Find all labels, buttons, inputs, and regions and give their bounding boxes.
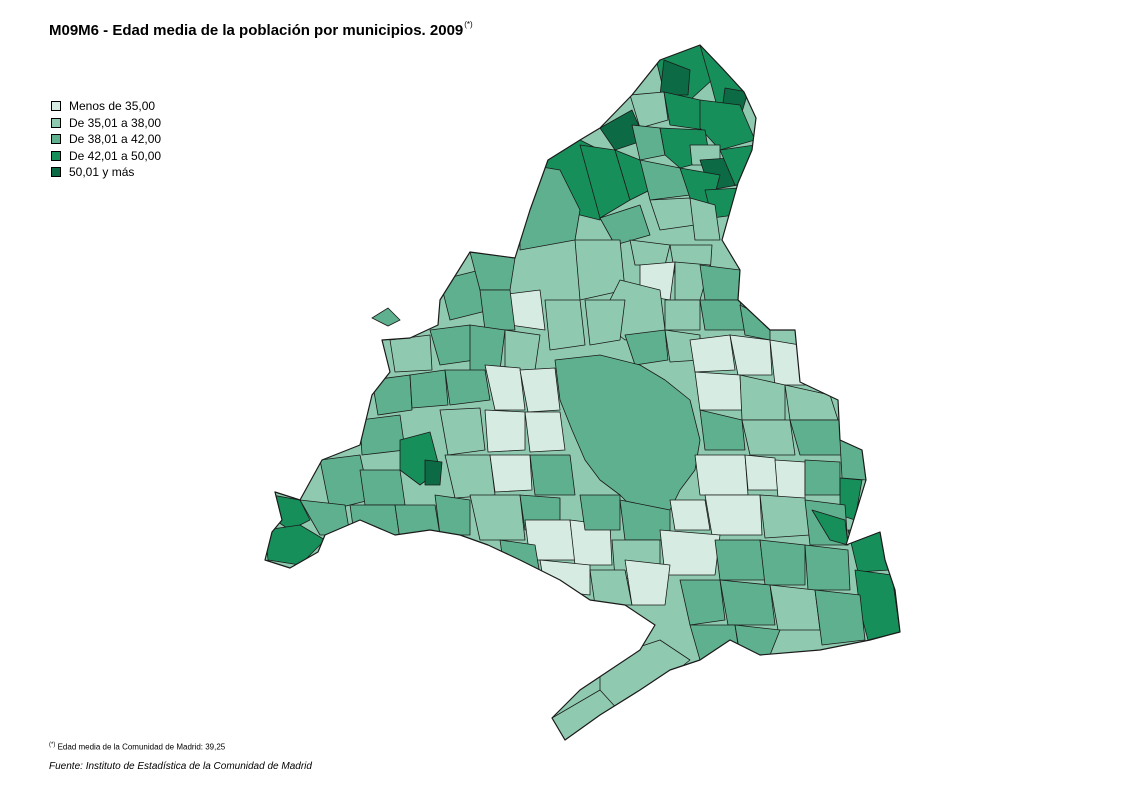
source-note: Fuente: Instituto de Estadística de la C… <box>49 761 312 772</box>
municipality-se-7 <box>719 579 776 626</box>
legend-item-4: De 42,01 a 50,00 <box>51 148 161 165</box>
municipality-sw-7 <box>469 494 526 541</box>
municipality-se-6 <box>679 579 726 626</box>
municipality-sw-6 <box>434 494 471 536</box>
region-outline <box>264 44 901 741</box>
municipality-sc-4 <box>704 494 763 536</box>
municipality-w-12 <box>519 367 561 413</box>
municipality-w-22 <box>489 454 533 493</box>
municipality-cn-10 <box>544 299 586 351</box>
legend-swatch-4 <box>51 150 61 161</box>
municipality-sw-5 <box>394 504 441 541</box>
municipality-se-2 <box>759 539 806 586</box>
municipality-ec-2 <box>729 334 773 376</box>
municipality-north-2 <box>659 59 691 96</box>
municipality-north-21 <box>599 204 651 246</box>
legend-label-5: 50,01 y más <box>69 165 135 180</box>
municipality-sc-3 <box>669 499 711 531</box>
municipality-sc-5 <box>759 494 811 539</box>
municipality-cn-6 <box>664 299 701 331</box>
municipality-sc-1 <box>579 494 621 531</box>
municipality-w-6 <box>504 329 541 373</box>
municipality-w-13 <box>359 414 406 456</box>
legend-label-1: Menos de 35,00 <box>69 99 156 114</box>
municipality-sw-2 <box>265 524 326 566</box>
municipality-se-3 <box>804 544 851 591</box>
municipality-ec-8 <box>741 419 796 456</box>
footnote: (*) Edad media de la Comunidad de Madrid… <box>49 742 225 752</box>
municipality-ec-7 <box>699 409 746 451</box>
legend-label-3: De 38,01 a 42,00 <box>69 132 162 147</box>
municipality-ec-13 <box>774 459 806 501</box>
municipality-cn-4 <box>699 264 741 301</box>
municipality-w-10 <box>444 369 491 406</box>
municipality-cn-11 <box>584 299 626 346</box>
municipality-w-3 <box>479 289 516 331</box>
legend-swatch-2 <box>51 117 61 128</box>
map-title-text: M09M6 - Edad media de la población por m… <box>49 22 464 39</box>
municipality-w-16 <box>439 407 486 456</box>
municipality-cn-7 <box>699 299 746 331</box>
footnote-text: Edad media de la Comunidad de Madrid: 39… <box>57 742 226 752</box>
municipality-sw-4 <box>349 504 401 541</box>
municipality-w-23 <box>529 454 576 496</box>
municipality-w-15 <box>424 459 443 486</box>
municipality-w-18 <box>524 411 566 453</box>
legend-item-5: 50,01 y más <box>51 164 161 181</box>
legend-label-2: De 35,01 a 38,00 <box>69 115 162 130</box>
municipality-sc-10 <box>589 569 633 606</box>
municipality-ec-14 <box>804 459 841 496</box>
municipality-w-17 <box>484 409 526 453</box>
legend-item-1: Menos de 35,00 <box>51 98 161 115</box>
municipality-sw-11 <box>499 539 541 576</box>
municipality-sw-12 <box>539 559 591 596</box>
municipality-cn-12 <box>624 329 669 366</box>
map-title: M09M6 - Edad media de la población por m… <box>49 20 473 39</box>
municipality-sc-11 <box>624 559 671 606</box>
legend: Menos de 35,00 De 35,01 a 38,00 De 38,01… <box>51 98 161 181</box>
municipality-tail-1 <box>599 639 691 716</box>
legend-swatch-5 <box>51 167 61 178</box>
legend-label-4: De 42,01 a 50,00 <box>69 148 162 163</box>
title-footnote-marker: (*) <box>464 20 473 29</box>
municipality-se-8 <box>769 584 821 631</box>
legend-swatch-1 <box>51 101 61 112</box>
municipality-ec-12 <box>744 454 779 491</box>
municipality-ec-9 <box>789 419 846 456</box>
municipality-north-5 <box>629 91 669 129</box>
municipality-ec-4 <box>694 371 743 411</box>
municipality-sc-7 <box>811 509 849 546</box>
legend-item-3: De 38,01 a 42,00 <box>51 131 161 148</box>
legend-swatch-3 <box>51 134 61 145</box>
municipality-ec-1 <box>689 334 736 373</box>
municipality-w-7 <box>389 334 433 373</box>
legend-item-2: De 35,01 a 38,00 <box>51 115 161 132</box>
municipality-se-1 <box>714 539 766 581</box>
municipality-w-20 <box>359 469 406 506</box>
municipality-w-9 <box>409 369 449 409</box>
municipality-north-23 <box>689 197 721 241</box>
municipality-sc-9 <box>659 529 721 576</box>
municipality-ec-11 <box>694 454 749 496</box>
municipality-se-9 <box>814 589 866 646</box>
municipality-enclave <box>371 307 401 327</box>
municipality-north-7 <box>699 99 756 151</box>
municipality-w-11 <box>484 364 526 411</box>
footnote-marker: (*) <box>49 742 56 748</box>
municipality-w-8 <box>371 374 413 416</box>
